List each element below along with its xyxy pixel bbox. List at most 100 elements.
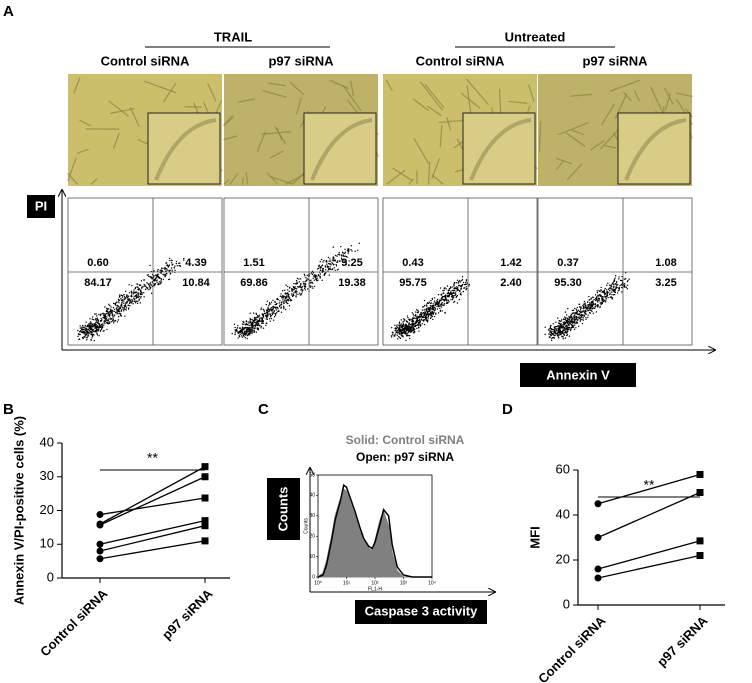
event-dot — [157, 270, 158, 271]
event-dot — [570, 315, 571, 316]
event-dot — [137, 287, 138, 288]
pair-line — [100, 521, 205, 545]
event-dot — [239, 327, 240, 328]
event-dot — [548, 333, 549, 334]
event-dot — [271, 307, 272, 308]
event-dot — [580, 308, 581, 309]
event-dot — [159, 283, 160, 284]
event-dot — [234, 334, 235, 335]
event-dot — [451, 296, 452, 297]
event-dot — [271, 318, 272, 319]
event-dot — [253, 321, 254, 322]
event-dot — [324, 275, 325, 276]
event-dot — [118, 309, 119, 310]
event-dot — [302, 286, 303, 287]
event-dot — [428, 310, 429, 311]
event-dot — [293, 287, 294, 288]
event-dot — [611, 288, 612, 289]
event-dot — [558, 331, 559, 332]
event-dot — [322, 265, 323, 266]
event-dot — [563, 332, 564, 333]
event-dot — [562, 338, 563, 339]
marker — [202, 473, 209, 480]
event-dot — [395, 328, 396, 329]
event-dot — [183, 259, 184, 260]
event-dot — [583, 308, 584, 309]
event-dot — [124, 296, 125, 297]
event-dot — [150, 288, 151, 289]
event-dot — [250, 325, 251, 326]
event-dot — [252, 323, 253, 324]
event-dot — [585, 310, 586, 311]
event-dot — [281, 296, 282, 297]
event-dot — [290, 300, 291, 301]
event-dot — [157, 269, 158, 270]
event-dot — [449, 294, 450, 295]
event-dot — [263, 316, 264, 317]
event-dot — [407, 317, 408, 318]
event-dot — [296, 288, 297, 289]
event-dot — [595, 298, 596, 299]
event-dot — [565, 337, 566, 338]
event-dot — [98, 335, 99, 336]
event-dot — [121, 305, 122, 306]
event-dot — [91, 329, 92, 330]
event-dot — [586, 306, 587, 307]
event-dot — [339, 252, 340, 253]
event-dot — [281, 297, 282, 298]
event-dot — [328, 266, 329, 267]
event-dot — [610, 297, 611, 298]
event-dot — [315, 276, 316, 277]
event-dot — [551, 329, 552, 330]
panel-label: D — [502, 401, 513, 418]
event-dot — [300, 294, 301, 295]
event-dot — [156, 280, 157, 281]
event-dot — [296, 293, 297, 294]
event-dot — [78, 333, 79, 334]
event-dot — [267, 319, 268, 320]
event-dot — [96, 330, 97, 331]
event-dot — [577, 319, 578, 320]
event-dot — [110, 317, 111, 318]
event-dot — [440, 310, 441, 311]
event-dot — [256, 321, 257, 322]
event-dot — [348, 252, 349, 253]
event-dot — [159, 278, 160, 279]
event-dot — [287, 299, 288, 300]
event-dot — [128, 308, 129, 309]
event-dot — [321, 270, 322, 271]
event-dot — [463, 282, 464, 283]
event-dot — [408, 328, 409, 329]
y-tick-label: 40 — [309, 493, 315, 499]
event-dot — [415, 311, 416, 312]
event-dot — [249, 325, 250, 326]
event-dot — [448, 299, 449, 300]
event-dot — [113, 321, 114, 322]
event-dot — [573, 316, 574, 317]
event-dot — [318, 266, 319, 267]
event-dot — [250, 330, 251, 331]
quadrant-value: 2.40 — [500, 277, 521, 289]
event-dot — [406, 320, 407, 321]
event-dot — [569, 335, 570, 336]
significance-label: ** — [147, 450, 158, 466]
event-dot — [272, 306, 273, 307]
event-dot — [137, 283, 138, 284]
event-dot — [262, 323, 263, 324]
event-dot — [316, 278, 317, 279]
event-dot — [561, 327, 562, 328]
event-dot — [323, 268, 324, 269]
event-dot — [122, 297, 123, 298]
event-dot — [161, 270, 162, 271]
y-axis-label: PI — [35, 198, 47, 213]
event-dot — [576, 322, 577, 323]
event-dot — [606, 292, 607, 293]
event-dot — [466, 279, 467, 280]
event-dot — [444, 288, 445, 289]
event-dot — [577, 322, 578, 323]
event-dot — [307, 275, 308, 276]
event-dot — [141, 280, 142, 281]
event-dot — [155, 283, 156, 284]
event-dot — [239, 331, 240, 332]
event-dot — [325, 265, 326, 266]
